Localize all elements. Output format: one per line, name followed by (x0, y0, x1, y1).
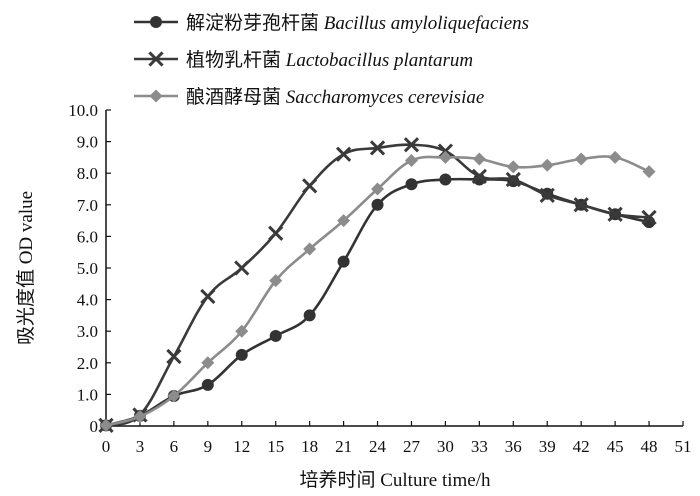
legend-label: 解淀粉芽孢杆菌 Bacillus amyloliquefaciens (186, 12, 529, 34)
x-tick-label: 45 (607, 437, 624, 456)
data-point (166, 348, 182, 365)
x-axis-title: 培养时间 Culture time/h (299, 469, 491, 491)
legend-label-latin: Bacillus amyloliquefaciens (324, 13, 529, 34)
legend-marker (150, 16, 162, 28)
legend-label: 酿酒酵母菌 Saccharomyces cerevisiae (186, 86, 484, 108)
data-point (235, 324, 249, 338)
legend: 解淀粉芽孢杆菌 Bacillus amyloliquefaciens 植物乳杆菌 … (134, 12, 529, 108)
y-tick-label: 4.0 (77, 291, 98, 310)
x-tick-label: 18 (301, 437, 318, 456)
data-point (642, 165, 656, 179)
data-point (505, 171, 521, 188)
data-point (303, 242, 317, 256)
data-point (574, 152, 588, 166)
data-point (607, 206, 623, 222)
y-tick-label: 1.0 (77, 385, 98, 404)
y-tick-label: 7.0 (77, 196, 98, 215)
x-tick-label: 33 (471, 437, 488, 456)
legend-marker (148, 51, 164, 67)
data-point (540, 158, 554, 172)
data-point (404, 154, 418, 168)
x-tick-label: 12 (233, 437, 250, 456)
x-ticks: 0 3 6 9 12 15 18 21 24 27 30 33 36 39 42 45 48 51 (102, 421, 692, 456)
data-point (234, 260, 250, 276)
y-tick-label: 10.0 (68, 101, 98, 120)
data-point (201, 378, 214, 391)
x-tick-label: 27 (403, 437, 421, 456)
data-point (337, 255, 350, 268)
y-tick-label: 6.0 (77, 227, 98, 246)
data-point (471, 168, 487, 184)
y-axis-title: 吸光度值 OD value (15, 191, 37, 345)
y-tick-label: 9.0 (77, 133, 98, 152)
x-tick-label: 0 (102, 437, 111, 456)
x-tick-label: 48 (641, 437, 658, 456)
data-point (303, 309, 316, 322)
series-line (105, 177, 650, 427)
data-point (200, 288, 216, 305)
data-point (403, 137, 420, 153)
data-point (235, 348, 248, 361)
x-tick-label: 51 (675, 437, 692, 456)
legend-label-latin: Saccharomyces cerevisiae (286, 87, 485, 108)
series-2 (98, 137, 657, 433)
legend-label-cn: 解淀粉芽孢杆菌 (186, 12, 324, 34)
data-point (335, 146, 352, 162)
series-line (105, 155, 650, 427)
x-tick-label: 30 (437, 437, 454, 456)
data-point (167, 389, 181, 403)
data-point (608, 150, 622, 164)
series-group (98, 137, 657, 433)
data-point (539, 187, 555, 203)
data-point (302, 178, 318, 194)
data-point (201, 356, 215, 370)
data-point (268, 225, 284, 241)
legend-entry: 酿酒酵母菌 Saccharomyces cerevisiae (134, 86, 484, 108)
data-point (371, 182, 385, 196)
data-point (337, 214, 351, 228)
series-3 (99, 150, 656, 432)
x-tick-label: 9 (204, 437, 213, 456)
y-tick-label: 5.0 (77, 259, 98, 278)
data-point (439, 173, 452, 186)
x-tick-label: 42 (573, 437, 590, 456)
legend-marker (149, 89, 163, 103)
x-tick-label: 39 (539, 437, 556, 456)
legend-label-latin: Lactobacillus plantarum (285, 50, 473, 71)
x-tick-label: 21 (335, 437, 352, 456)
series-1 (100, 173, 656, 432)
legend-entry: 植物乳杆菌 Lactobacillus plantarum (134, 49, 473, 71)
y-tick-label: 2.0 (77, 354, 98, 373)
x-tick-label: 24 (369, 437, 387, 456)
data-point (133, 410, 147, 424)
legend-label-cn: 植物乳杆菌 (186, 49, 286, 71)
data-point (573, 197, 589, 213)
data-point (472, 152, 486, 166)
data-point (371, 198, 384, 211)
y-tick-label: 0 (90, 417, 99, 436)
data-point (438, 150, 452, 164)
data-point (99, 418, 113, 432)
y-ticks: 0 1.0 2.0 3.0 4.0 5.0 6.0 7.0 8.0 9.0 10.0 (68, 101, 111, 436)
x-tick-label: 3 (136, 437, 145, 456)
x-tick-label: 6 (170, 437, 179, 456)
data-point (405, 178, 418, 191)
y-tick-label: 8.0 (77, 164, 98, 183)
legend-label-cn: 酿酒酵母菌 (186, 86, 286, 108)
data-point (269, 274, 283, 288)
data-point (506, 160, 520, 174)
data-point (369, 140, 386, 156)
x-tick-label: 36 (505, 437, 522, 456)
legend-label: 植物乳杆菌 Lactobacillus plantarum (186, 49, 473, 71)
legend-entry: 解淀粉芽孢杆菌 Bacillus amyloliquefaciens (134, 12, 529, 34)
x-tick-label: 15 (267, 437, 284, 456)
data-point (641, 209, 657, 226)
y-tick-label: 3.0 (77, 322, 98, 341)
data-point (269, 329, 282, 342)
